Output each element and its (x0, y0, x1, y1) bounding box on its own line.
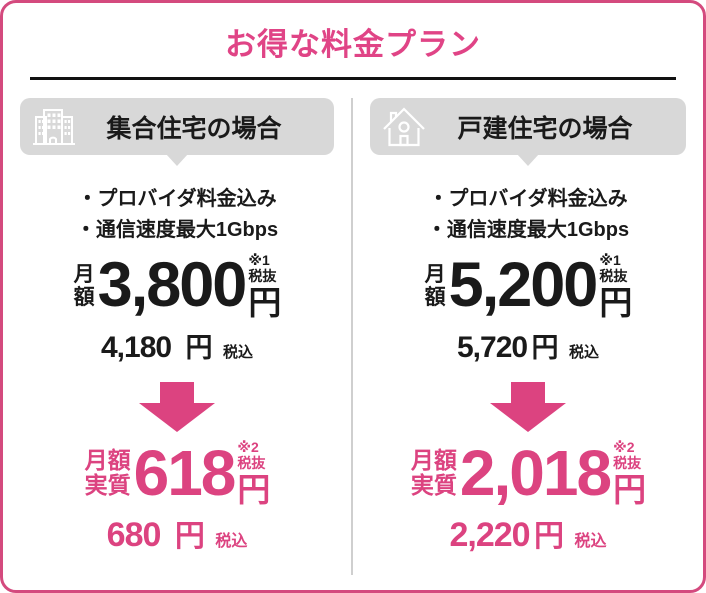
effective-price-row: 月額 実質 618 ※2 税抜 円 (17, 440, 337, 506)
effective-price-prefix: 月額 実質 (410, 446, 457, 498)
bubble-tail (166, 154, 188, 166)
plan-header-label: 戸建住宅の場合 (457, 114, 633, 143)
effective-price-row: 月額 実質 2,018 ※2 税抜 円 (367, 440, 689, 506)
yen-unit: 円 (237, 471, 270, 508)
yen-unit: 円 (613, 471, 646, 508)
feature-item: ・プロバイダ料金込み (77, 188, 277, 210)
plan-column-apartment: 集合住宅の場合 ・プロバイダ料金込み ・通信速度最大1Gbps 月 額 3,80… (3, 98, 353, 575)
effective-tax-included-row: 2,220 円 税込 (367, 511, 689, 555)
tax-included-amount: 2,220 (449, 516, 530, 554)
yen-unit: 円 (599, 284, 632, 321)
tax-included-label: 税込 (568, 344, 599, 361)
down-arrow-icon (139, 382, 215, 432)
monthly-price-side: ※1 税抜 円 (599, 252, 632, 321)
plans-container: 集合住宅の場合 ・プロバイダ料金込み ・通信速度最大1Gbps 月 額 3,80… (3, 98, 703, 575)
tax-included-label: 税込 (215, 533, 248, 550)
tax-included-amount: 680 (106, 516, 162, 554)
plan-header-bubble: 戸建住宅の場合 (370, 98, 686, 166)
yen-unit: 円 (534, 520, 565, 553)
tax-included-row: 5,720 円 税込 (367, 326, 689, 365)
effective-price-side: ※2 税抜 円 (237, 439, 270, 508)
monthly-price-prefix: 月 額 (73, 262, 95, 309)
effective-tax-included-row: 680 円 税込 (17, 511, 337, 555)
effective-price-amount: 2,018 (459, 436, 612, 509)
tax-included-amount: 5,720 (457, 331, 528, 364)
tax-included-row: 4,180 円 税込 (17, 326, 337, 365)
down-arrow-icon (490, 382, 566, 432)
price-footnote: ※1 (248, 252, 270, 268)
tax-excluded-label: 税抜 (248, 268, 277, 284)
feature-item: ・プロバイダ料金込み (428, 188, 628, 210)
effective-price-prefix: 月額 実質 (84, 446, 131, 498)
feature-item: ・通信速度最大1Gbps (75, 219, 279, 241)
monthly-price-row: 月 額 3,800 ※1 税抜 円 (17, 253, 337, 319)
house-icon (380, 103, 428, 151)
price-footnote: ※1 (599, 252, 621, 268)
effective-price-amount: 618 (133, 436, 237, 509)
feature-list: ・プロバイダ料金込み ・通信速度最大1Gbps (17, 184, 337, 246)
effective-price-side: ※2 税抜 円 (613, 439, 646, 508)
plan-column-detached: 戸建住宅の場合 ・プロバイダ料金込み ・通信速度最大1Gbps 月 額 5,20… (353, 98, 703, 575)
tax-included-label: 税込 (574, 533, 607, 550)
plan-header-label: 集合住宅の場合 (106, 114, 282, 143)
monthly-price-prefix: 月 額 (424, 262, 446, 309)
monthly-price-row: 月 額 5,200 ※1 税抜 円 (367, 253, 689, 319)
title-underline (30, 77, 676, 80)
tax-included-amount: 4,180 (101, 331, 172, 364)
page-title: お得な料金プラン (225, 27, 481, 62)
price-footnote: ※2 (613, 439, 635, 455)
yen-unit: 円 (185, 333, 213, 363)
yen-unit: 円 (248, 284, 281, 321)
bubble-tail (517, 154, 539, 166)
monthly-price-amount: 5,200 (448, 250, 599, 321)
yen-unit: 円 (174, 520, 205, 553)
feature-list: ・プロバイダ料金込み ・通信速度最大1Gbps (367, 184, 689, 246)
monthly-price-side: ※1 税抜 円 (248, 252, 281, 321)
tax-excluded-label: 税抜 (599, 268, 628, 284)
building-icon (30, 103, 78, 151)
tax-excluded-label: 税抜 (613, 455, 642, 471)
tax-included-label: 税込 (222, 344, 253, 361)
monthly-price-amount: 3,800 (97, 250, 248, 321)
price-footnote: ※2 (237, 439, 259, 455)
tax-excluded-label: 税抜 (237, 455, 266, 471)
feature-item: ・通信速度最大1Gbps (426, 219, 630, 241)
plan-header-bubble: 集合住宅の場合 (20, 98, 334, 166)
yen-unit: 円 (531, 333, 559, 363)
